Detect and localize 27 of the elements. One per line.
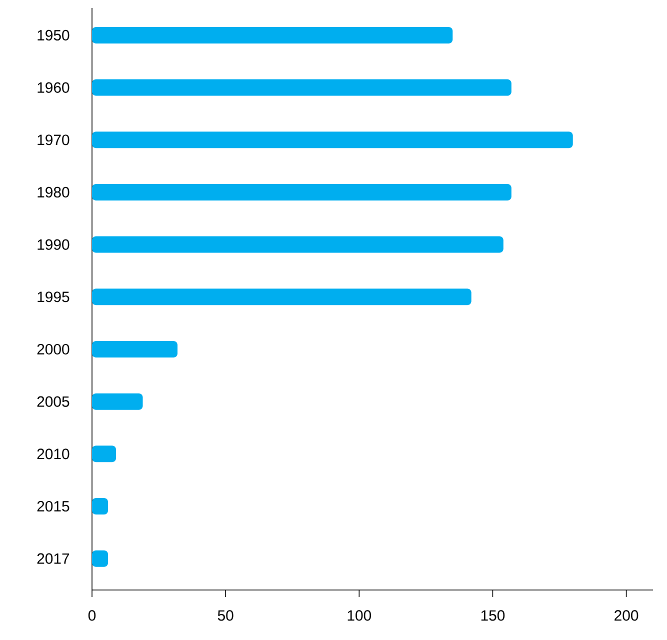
bar xyxy=(92,393,143,410)
bar xyxy=(92,446,116,462)
bar xyxy=(92,236,504,253)
bar xyxy=(92,26,453,44)
y-tick-label: 1950 xyxy=(38,30,70,40)
bar xyxy=(92,132,573,148)
x-tick-label: 150 xyxy=(481,610,505,621)
bar xyxy=(92,340,178,358)
y-tick-label: 1970 xyxy=(38,134,70,146)
y-tick-label: 1990 xyxy=(38,239,70,250)
bar xyxy=(92,79,512,96)
y-tick-label: 2000 xyxy=(37,344,70,355)
y-tick-label: 2010 xyxy=(37,448,70,460)
y-tick-label: 2017 xyxy=(37,553,70,564)
x-tick-label: 0 xyxy=(88,610,96,621)
x-tick-label: 200 xyxy=(614,610,638,621)
y-tick-label: 2005 xyxy=(37,396,70,407)
y-tick-label: 1960 xyxy=(38,82,70,93)
bar xyxy=(92,550,108,567)
x-tick-label: 100 xyxy=(348,610,372,621)
y-tick-label: 1980 xyxy=(38,186,70,198)
bar xyxy=(92,184,512,200)
bar xyxy=(92,288,472,306)
bar xyxy=(92,498,108,515)
x-tick-label: 50 xyxy=(218,610,234,621)
y-tick-label: 2015 xyxy=(37,500,70,512)
y-tick-label: 1995 xyxy=(38,292,70,302)
